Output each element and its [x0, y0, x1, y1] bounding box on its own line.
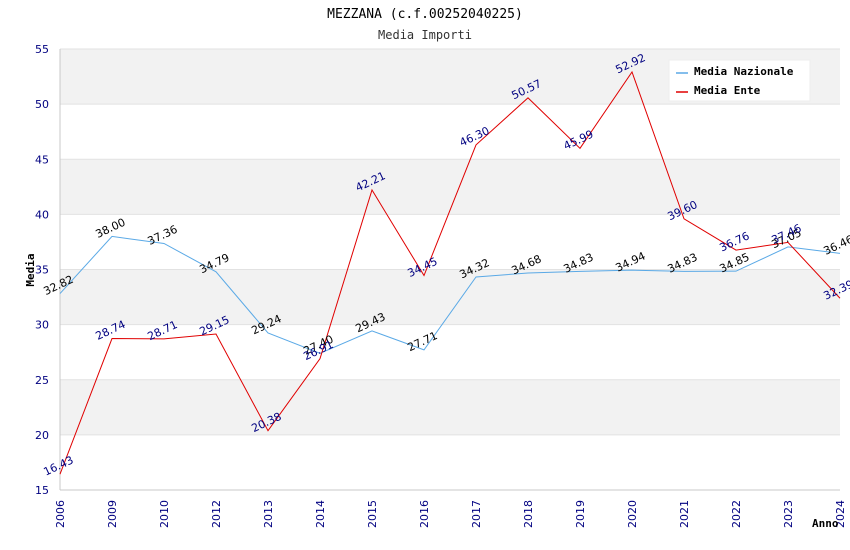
- y-tick-label: 15: [35, 484, 49, 497]
- series-lines: [59, 70, 841, 475]
- y-axis-title: Media: [24, 253, 37, 286]
- legend-label-media-ente: Media Ente: [694, 84, 761, 97]
- x-tick-label: 2012: [210, 500, 223, 528]
- legend: Media Nazionale Media Ente: [668, 59, 811, 102]
- y-tick-label: 40: [35, 208, 49, 221]
- y-tick-label: 25: [35, 374, 49, 387]
- grid-band: [60, 379, 840, 435]
- x-tick-label: 2016: [418, 500, 431, 528]
- x-tick-labels: 2006 2009 2010 2012 2013 2014 2015 2016 2017 2018…: [54, 500, 847, 528]
- data-label: 36.76: [717, 229, 751, 254]
- x-tick-label: 2010: [158, 500, 171, 528]
- x-tick-label: 2024: [834, 500, 847, 528]
- data-label: 36.46: [821, 233, 850, 258]
- x-tick-label: 2006: [54, 500, 67, 528]
- series-line-1: [59, 70, 841, 475]
- x-tick-label: 2014: [314, 500, 327, 528]
- grid-band: [60, 269, 840, 325]
- x-tick-label: 2019: [574, 500, 587, 528]
- chart-title: MEZZANA (c.f.00252040225): [327, 7, 523, 22]
- y-tick-label: 55: [35, 43, 49, 56]
- x-tick-label: 2020: [626, 500, 639, 528]
- y-tick-labels: 15 20 25 30 35 40 45 50 55: [35, 43, 49, 497]
- series-line-0: [59, 235, 841, 354]
- grid-band: [60, 159, 840, 215]
- y-tick-label: 30: [35, 319, 49, 332]
- grid-bands: [60, 49, 840, 435]
- x-tick-label: 2013: [262, 500, 275, 528]
- x-tick-label: 2015: [366, 500, 379, 528]
- data-label: 38.00: [93, 216, 127, 241]
- y-tick-label: 20: [35, 429, 49, 442]
- chart-subtitle: Media Importi: [378, 28, 472, 42]
- data-label: 45.99: [561, 128, 595, 153]
- y-tick-label: 50: [35, 98, 49, 111]
- data-label: 37.36: [145, 223, 179, 248]
- x-tick-label: 2022: [730, 500, 743, 528]
- x-tick-label: 2021: [678, 500, 691, 528]
- y-tick-label: 35: [35, 264, 49, 277]
- legend-box: [668, 59, 811, 102]
- x-tick-label: 2009: [106, 500, 119, 528]
- x-tick-label: 2023: [782, 500, 795, 528]
- data-label: 46.30: [457, 124, 491, 149]
- x-tick-label: 2017: [470, 500, 483, 528]
- y-tick-label: 45: [35, 153, 49, 166]
- legend-label-media-nazionale: Media Nazionale: [694, 65, 794, 78]
- x-axis-title: Anno: [812, 517, 839, 530]
- data-label: 27.71: [405, 329, 439, 354]
- data-label: 16.43: [41, 454, 75, 479]
- x-tick-label: 2018: [522, 500, 535, 528]
